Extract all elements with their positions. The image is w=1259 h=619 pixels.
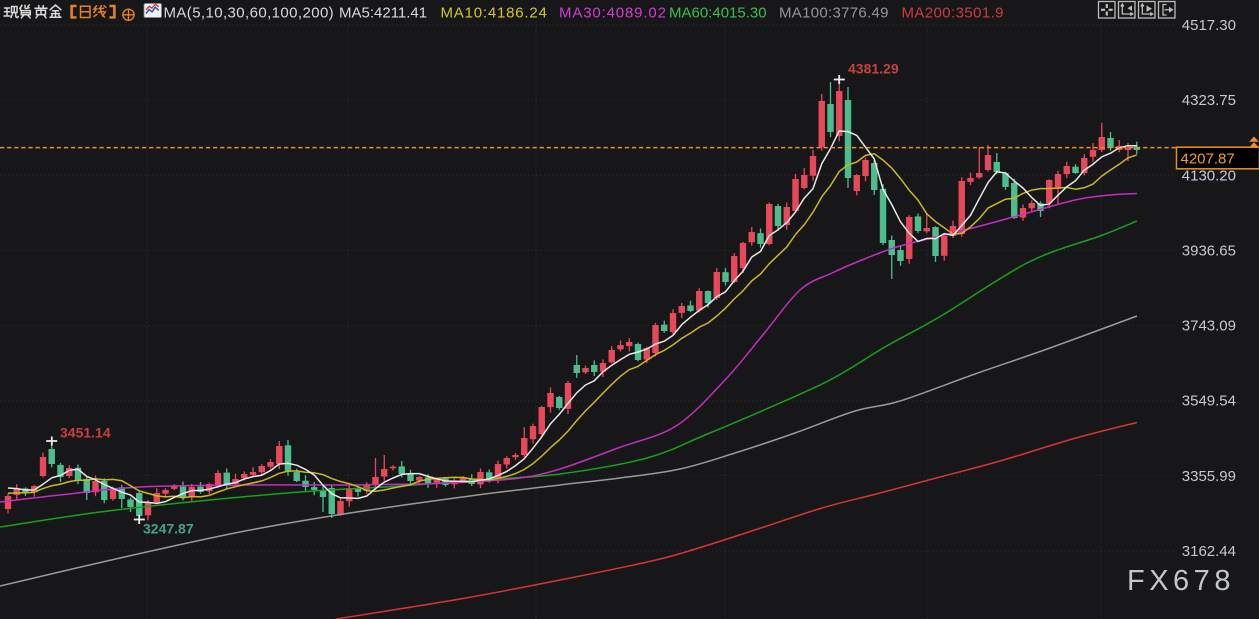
svg-text:MA200:3501.9: MA200:3501.9	[902, 5, 1004, 22]
svg-text:MA10:4186.24: MA10:4186.24	[441, 5, 548, 22]
svg-text:FX678: FX678	[1127, 565, 1235, 597]
svg-text:4207.87: 4207.87	[1181, 151, 1235, 168]
svg-text:MA100:3776.49: MA100:3776.49	[779, 5, 889, 22]
svg-text:3355.99: 3355.99	[1182, 468, 1236, 485]
svg-text:4130.20: 4130.20	[1182, 167, 1236, 184]
svg-text:3247.87: 3247.87	[143, 521, 194, 537]
svg-text:4323.75: 4323.75	[1182, 92, 1236, 109]
svg-text:MA5:4211.41: MA5:4211.41	[339, 5, 427, 22]
svg-text:3743.09: 3743.09	[1182, 318, 1236, 335]
svg-text:3549.54: 3549.54	[1182, 393, 1236, 410]
svg-text:3162.44: 3162.44	[1182, 543, 1236, 560]
svg-text:3451.14: 3451.14	[60, 425, 111, 441]
svg-text:MA30:4089.02: MA30:4089.02	[559, 5, 667, 22]
svg-text:4381.29: 4381.29	[848, 61, 899, 77]
svg-text:3936.65: 3936.65	[1182, 242, 1236, 259]
svg-text:MA(5,10,30,60,100,200): MA(5,10,30,60,100,200)	[164, 5, 335, 22]
svg-text:MA60:4015.30: MA60:4015.30	[669, 5, 767, 22]
svg-text:4517.30: 4517.30	[1182, 17, 1236, 34]
